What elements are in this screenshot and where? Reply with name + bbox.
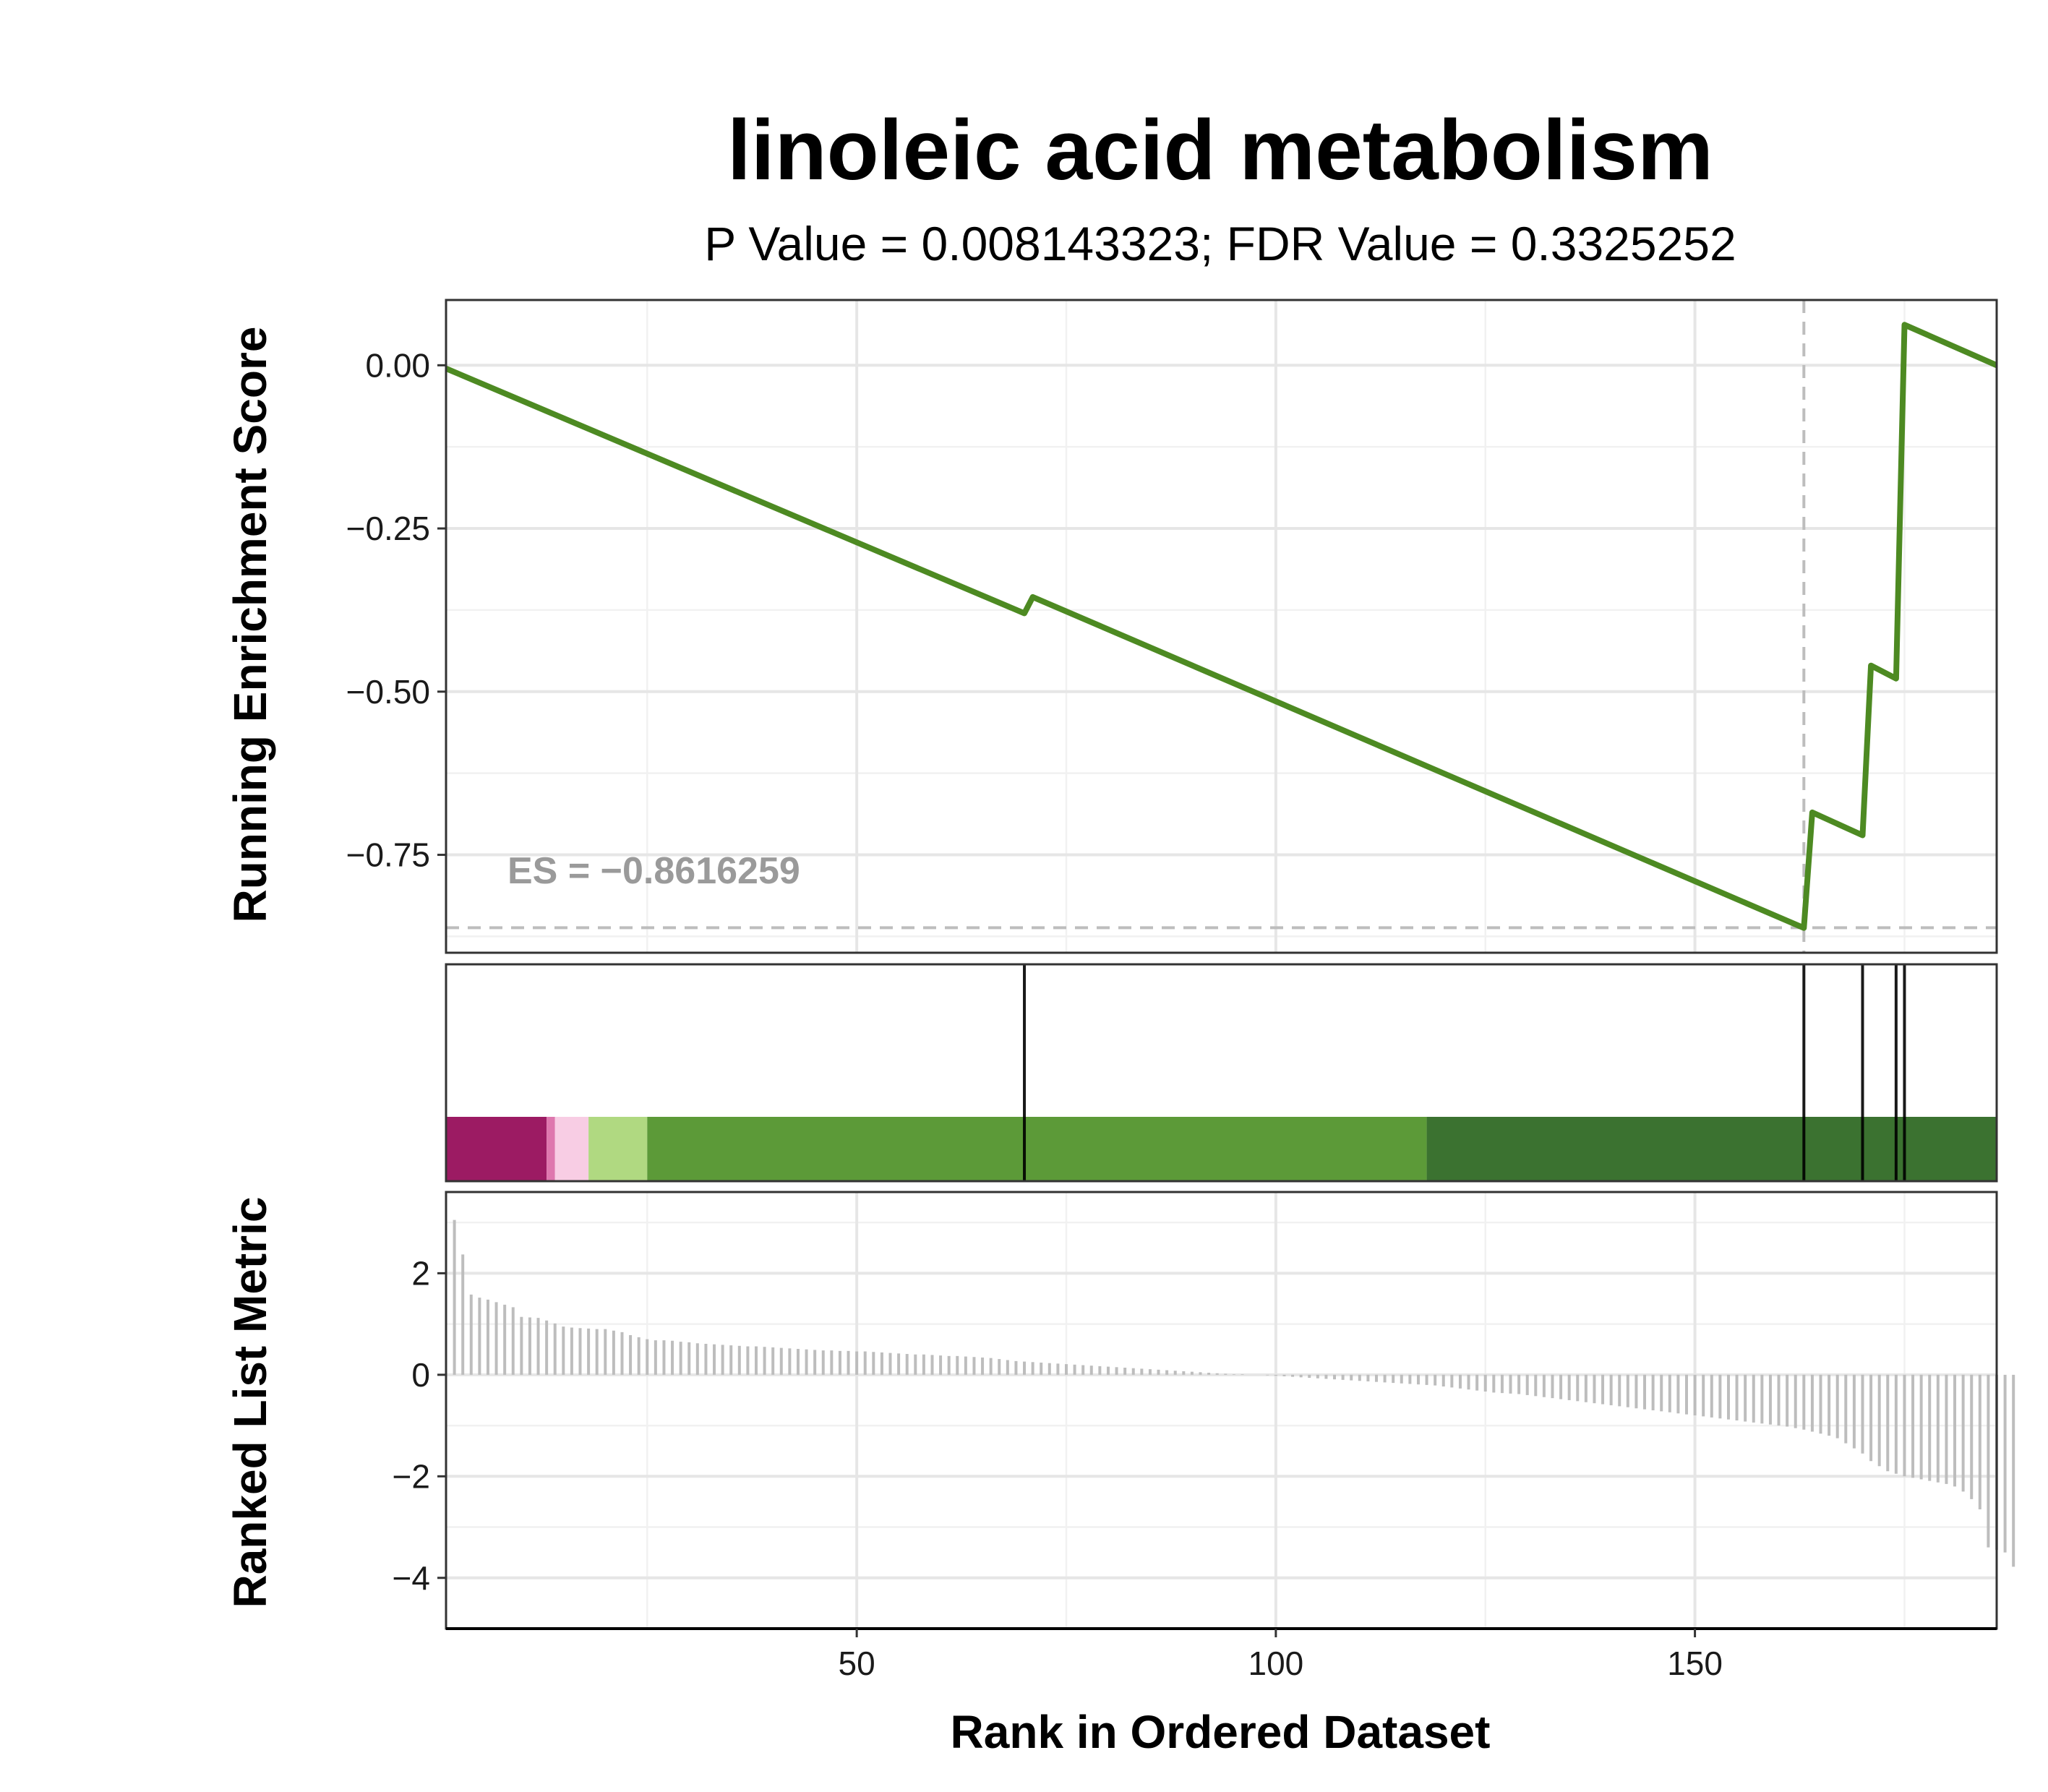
x-tick-label: 50 (839, 1645, 875, 1682)
x-tick-label: 150 (1667, 1645, 1723, 1682)
chart-title: linoleic acid metabolism (727, 103, 1713, 198)
color-band-segment (647, 1117, 1427, 1181)
y-tick-label: −0.25 (346, 510, 430, 547)
y-tick-label: −4 (393, 1559, 430, 1597)
gene-hit-panel (445, 963, 1998, 1183)
y-tick-label: 0.00 (365, 346, 430, 384)
chart-subtitle: P Value = 0.008143323; FDR Value = 0.332… (704, 217, 1736, 270)
y-tick-label: −0.50 (346, 673, 430, 711)
color-band-segment (1426, 1117, 1997, 1181)
color-band-segment (588, 1117, 648, 1181)
panel-border (445, 299, 1998, 954)
color-band-segment (547, 1117, 555, 1181)
panel-border (445, 963, 1998, 1183)
y-tick-label: 0 (411, 1356, 430, 1394)
enrichment-curve (445, 322, 1998, 931)
es-annotation: ES = −0.8616259 (507, 850, 800, 892)
enrichment-y-axis-label: Running Enrichment Score (224, 327, 276, 923)
metric-y-axis-label: Ranked List Metric (224, 1196, 276, 1608)
color-band-segment (554, 1117, 589, 1181)
y-tick-label: 2 (411, 1254, 430, 1292)
x-axis-label: Rank in Ordered Dataset (951, 1706, 1491, 1758)
y-tick-label: −2 (393, 1457, 430, 1495)
ranked-metric-panel: 2 0 −2 −4 50 100 150 (393, 1191, 2015, 1682)
panel-background (446, 1192, 1997, 1629)
panel-background (446, 300, 1997, 953)
y-tick-label: −0.75 (346, 836, 430, 874)
x-tick-label: 100 (1248, 1645, 1303, 1682)
color-band-segment (446, 1117, 547, 1181)
enrichment-panel: 0.00 −0.25 −0.50 −0.75 (346, 299, 1998, 954)
